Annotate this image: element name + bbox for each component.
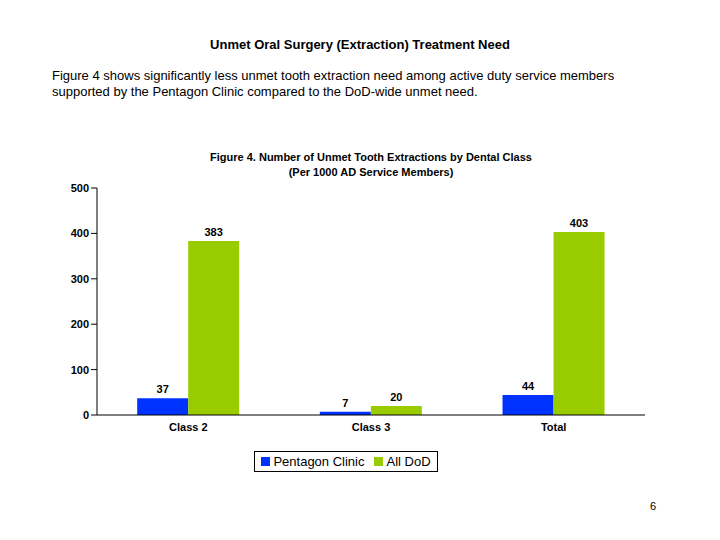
- svg-text:400: 400: [71, 227, 89, 239]
- svg-text:Class 2: Class 2: [169, 421, 208, 433]
- html-text:Figure 4 shows significantly l: Figure 4 shows significantly less unmet …: [52, 68, 615, 99]
- svg-text:44: 44: [522, 380, 535, 392]
- html-text:All DoD: All DoD: [386, 454, 431, 469]
- svg-text:20: 20: [390, 391, 402, 403]
- svg-text:200: 200: [71, 318, 89, 330]
- html-text:6: 6: [650, 500, 657, 512]
- svg-text:383: 383: [205, 226, 223, 238]
- svg-text:7: 7: [342, 397, 348, 409]
- svg-text:Total: Total: [541, 421, 566, 433]
- svg-text:Class 3: Class 3: [352, 421, 391, 433]
- svg-text:0: 0: [83, 409, 89, 421]
- html-text:Figure 4. Number of Unmet Toot: Figure 4. Number of Unmet Tooth Extracti…: [210, 151, 532, 163]
- svg-text:100: 100: [71, 364, 89, 376]
- svg-text:500: 500: [71, 182, 89, 194]
- html-text:Pentagon Clinic: Pentagon Clinic: [273, 454, 365, 469]
- html-text:(Per 1000 AD Service Members): (Per 1000 AD Service Members): [288, 166, 454, 178]
- svg-text:300: 300: [71, 273, 89, 285]
- html-text:Unmet Oral Surgery (Extraction: Unmet Oral Surgery (Extraction) Treatmen…: [210, 37, 510, 52]
- svg-text:403: 403: [570, 217, 588, 229]
- svg-text:37: 37: [157, 383, 169, 395]
